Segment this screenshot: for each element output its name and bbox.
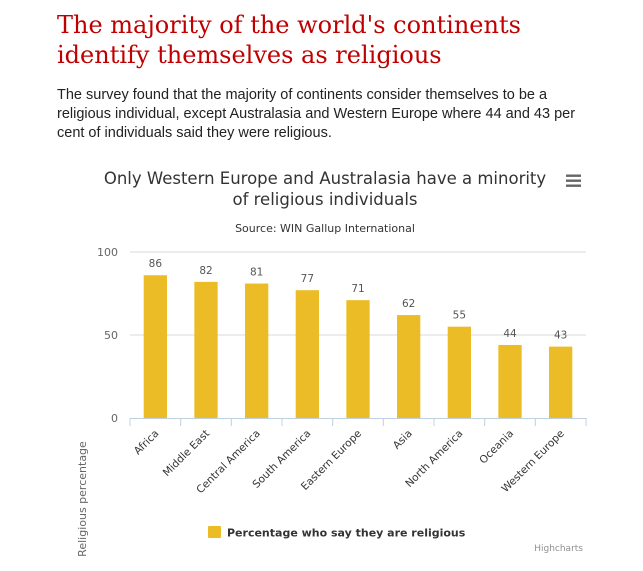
- bar-western-europe[interactable]: [549, 346, 573, 418]
- menu-icon-bar-top: [566, 174, 581, 177]
- bar-eastern-europe[interactable]: [346, 300, 370, 418]
- bar-central-america[interactable]: [245, 283, 269, 418]
- article-intro: The survey found that the majority of co…: [57, 87, 576, 141]
- chart-title-line-1: Only Western Europe and Australasia have…: [104, 169, 547, 188]
- data-label: 82: [199, 265, 212, 277]
- bar-asia[interactable]: [397, 315, 421, 418]
- menu-icon-bar-middle: [566, 179, 581, 182]
- x-category-label: Oceania: [477, 428, 516, 467]
- bar-middle-east[interactable]: [194, 281, 218, 418]
- bar-africa[interactable]: [143, 275, 167, 418]
- data-label: 44: [503, 328, 517, 340]
- legend[interactable]: Percentage who say they are religious: [208, 526, 466, 540]
- legend-label[interactable]: Percentage who say they are religious: [227, 527, 466, 540]
- chart-container: Only Western Europe and Australasia have…: [0, 160, 643, 571]
- data-label: 71: [351, 283, 364, 295]
- menu-icon-bar-bottom: [566, 184, 581, 187]
- x-category-label: Asia: [391, 428, 415, 452]
- x-category-label: Middle East: [161, 428, 212, 479]
- y-axis-title: Religious percentage: [76, 441, 89, 557]
- bar-north-america[interactable]: [447, 326, 471, 418]
- data-label: 77: [301, 273, 314, 285]
- chart-subtitle: Source: WIN Gallup International: [235, 222, 415, 235]
- data-label: 43: [554, 330, 567, 342]
- data-label: 81: [250, 267, 263, 279]
- y-tick-label-50: 50: [104, 329, 118, 342]
- bar-oceania[interactable]: [498, 344, 522, 418]
- bar-chart: Only Western Europe and Australasia have…: [76, 169, 588, 557]
- article-headline: The majority of the world's continents i…: [57, 11, 521, 69]
- credits-link[interactable]: Highcharts: [534, 544, 583, 554]
- bar-south-america[interactable]: [295, 290, 319, 418]
- data-label: 55: [453, 310, 466, 322]
- data-label: 62: [402, 298, 415, 310]
- y-tick-label-100: 100: [97, 246, 118, 259]
- x-category-label: Africa: [132, 428, 162, 458]
- chart-menu-button[interactable]: [560, 170, 588, 192]
- y-tick-label-0: 0: [111, 412, 118, 425]
- legend-swatch[interactable]: [208, 526, 221, 538]
- hamburger-menu-icon: [566, 174, 581, 187]
- data-label: 86: [149, 258, 163, 270]
- chart-title-line-2: of religious individuals: [232, 190, 417, 209]
